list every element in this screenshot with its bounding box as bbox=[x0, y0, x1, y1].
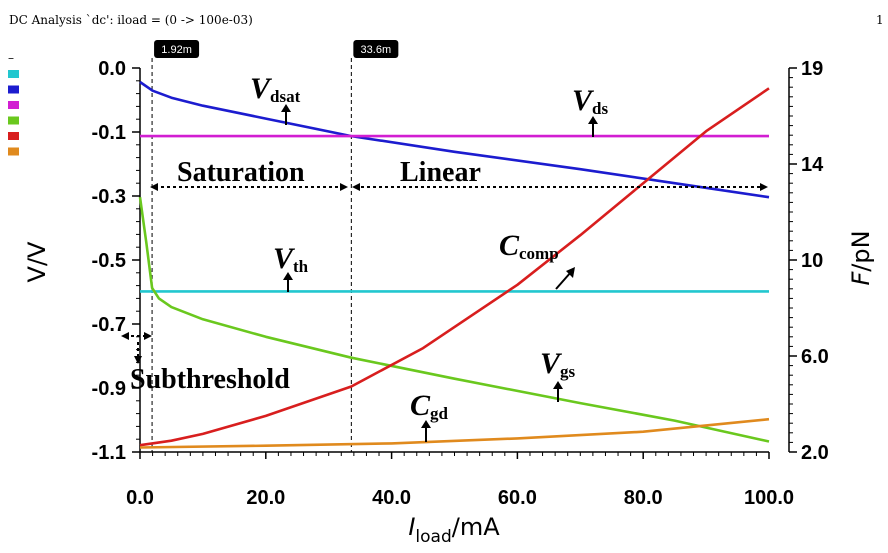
x-axis-label-unit: /mA bbox=[452, 513, 500, 541]
x-axis-label-main: I bbox=[408, 513, 415, 541]
series-group bbox=[138, 80, 770, 449]
axes: 0.0 20.0 40.0 60.0 80.0 100.0 0.0 -0.1 -0.3 -0.5 -… bbox=[92, 58, 829, 509]
y-left-tick-label: 0.0 bbox=[98, 58, 126, 80]
legend[interactable] bbox=[8, 70, 19, 156]
linear-label: Linear bbox=[400, 157, 481, 188]
vgs-main: V bbox=[540, 347, 563, 380]
markers[interactable]: 1.92m 33.6m bbox=[151, 40, 399, 452]
x-axis-label: Iload/mA bbox=[408, 513, 500, 547]
legend-swatch[interactable] bbox=[8, 147, 19, 156]
annotation-pointers bbox=[281, 104, 598, 442]
vds-sub: ds bbox=[592, 99, 608, 118]
legend-swatch[interactable] bbox=[8, 85, 19, 94]
y-right-tick-label: 19 bbox=[801, 58, 823, 80]
marker-tag[interactable] bbox=[353, 40, 399, 58]
y-right-tick-label: 14 bbox=[801, 154, 824, 176]
series-line bbox=[139, 80, 770, 199]
legend-swatch[interactable] bbox=[8, 132, 19, 140]
legend-swatch[interactable] bbox=[8, 70, 19, 78]
series-line bbox=[139, 87, 770, 447]
ccomp-sub: comp bbox=[519, 244, 559, 263]
y-left-tick-label: -0.9 bbox=[92, 378, 126, 400]
subthreshold-label: Subthreshold bbox=[130, 364, 290, 395]
analysis-title: DC Analysis `dc': iload = (0 -> 100e-03) bbox=[9, 13, 253, 27]
saturation-label: Saturation bbox=[177, 157, 305, 188]
vgs-label: Vgs bbox=[540, 347, 576, 381]
cgd-sub: gd bbox=[430, 404, 449, 423]
vth-sub: th bbox=[293, 257, 309, 276]
x-tick-label: 0.0 bbox=[126, 487, 154, 509]
x-tick-label: 100.0 bbox=[744, 487, 794, 509]
vdsat-main: V bbox=[250, 72, 273, 105]
x-tick-label: 20.0 bbox=[246, 487, 285, 509]
vth-label: Vth bbox=[273, 242, 309, 276]
x-tick-label: 60.0 bbox=[498, 487, 537, 509]
legend-swatch[interactable] bbox=[8, 116, 19, 125]
ccomp-main: C bbox=[499, 229, 520, 262]
x-tick-label: 40.0 bbox=[372, 487, 411, 509]
arrow-heads bbox=[121, 183, 768, 364]
y-left-tick-label: -1.1 bbox=[92, 442, 126, 464]
y-axis-right-label-main: F bbox=[847, 271, 875, 286]
vds-label: Vds bbox=[572, 84, 608, 118]
vdsat-label: Vdsat bbox=[250, 72, 301, 106]
y-left-tick-label: -0.3 bbox=[92, 186, 126, 208]
cgd-main: C bbox=[410, 389, 431, 422]
y-axis-right-label-unit: /pN bbox=[847, 230, 875, 271]
legend-swatch[interactable] bbox=[8, 101, 19, 109]
cgd-label: Cgd bbox=[410, 389, 449, 423]
marker-label: 1.92m bbox=[161, 44, 192, 56]
y-right-tick-label: 6.0 bbox=[801, 346, 829, 368]
x-tick-label: 80.0 bbox=[624, 487, 663, 509]
y-left-tick-label: -0.1 bbox=[92, 122, 126, 144]
legend-dash: – bbox=[8, 51, 14, 65]
vds-main: V bbox=[572, 84, 595, 117]
y-right-tick-label: 10 bbox=[801, 250, 823, 272]
marker-tag[interactable] bbox=[154, 40, 200, 58]
x-axis-label-sub: load bbox=[415, 527, 451, 547]
series-line bbox=[139, 417, 770, 449]
series-line bbox=[138, 197, 770, 443]
y-left-tick-label: -0.5 bbox=[92, 250, 126, 272]
y-right-tick-label: 2.0 bbox=[801, 442, 829, 464]
page-number: 1 bbox=[876, 13, 884, 27]
y-axis-right-label: F/pN bbox=[847, 230, 875, 285]
y-axis-left-label: V/V bbox=[23, 241, 51, 283]
vdsat-sub: dsat bbox=[270, 87, 301, 106]
marker-label: 33.6m bbox=[361, 44, 392, 56]
y-left-tick-label: -0.7 bbox=[92, 314, 126, 336]
vgs-sub: gs bbox=[560, 362, 576, 381]
ccomp-label: Ccomp bbox=[499, 229, 559, 263]
vth-main: V bbox=[273, 242, 296, 275]
